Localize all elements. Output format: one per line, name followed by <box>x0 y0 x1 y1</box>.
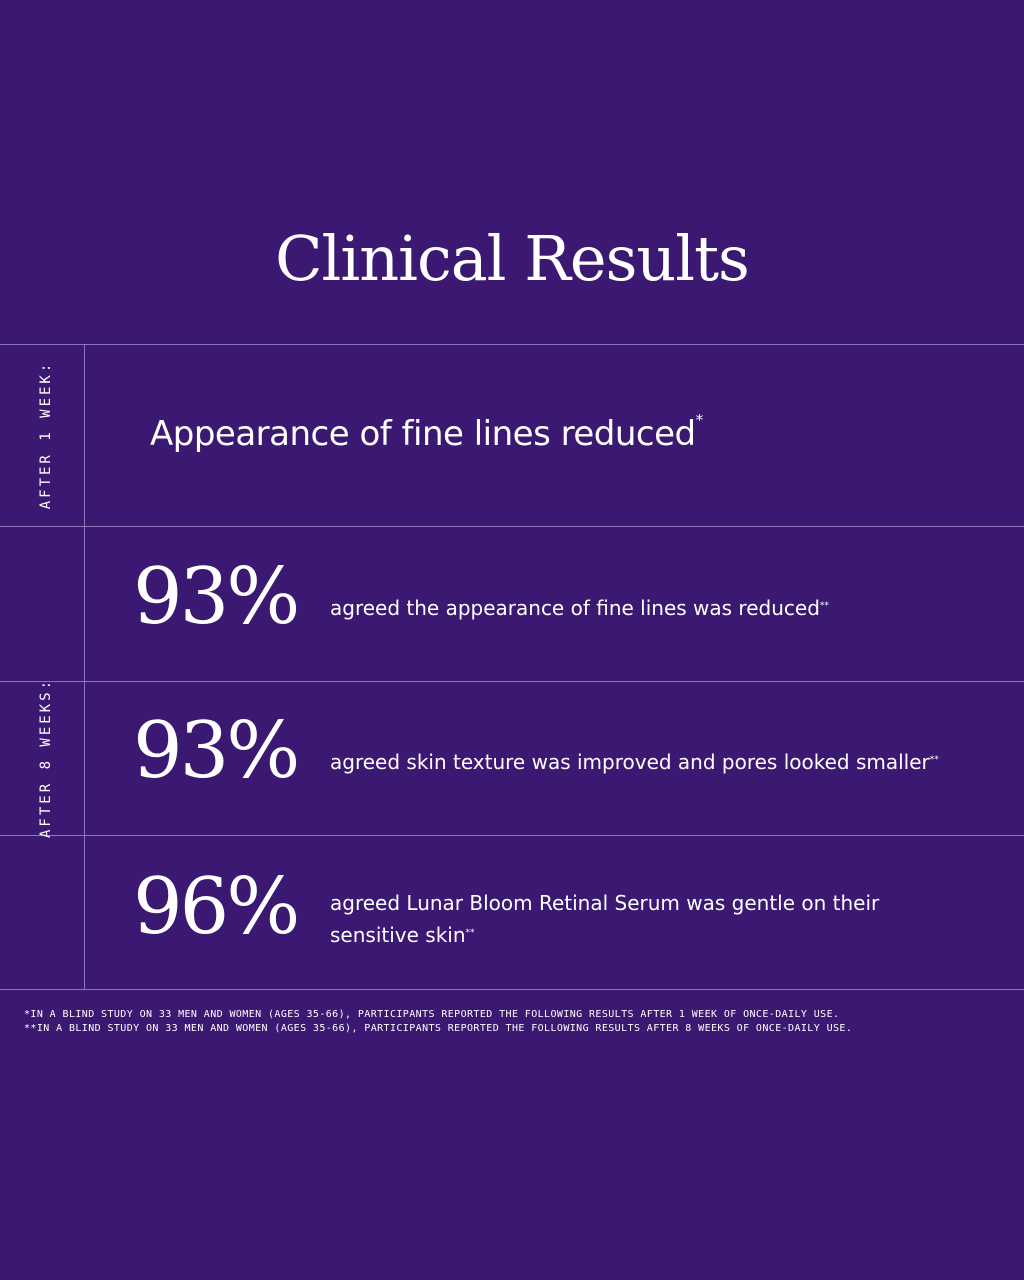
divider <box>0 526 1024 527</box>
section-label: AFTER 8 WEEKS: <box>38 677 54 839</box>
footnote: **IN A BLIND STUDY ON 33 MEN AND WOMEN (… <box>24 1023 853 1034</box>
result-text: agreed skin texture was improved and por… <box>330 746 950 778</box>
statement: Appearance of fine lines reduced* <box>150 410 704 454</box>
result-desc: agreed skin texture was improved and por… <box>330 750 930 774</box>
statement-text: Appearance of fine lines reduced <box>150 414 696 454</box>
percent: 93% <box>133 552 300 642</box>
result-text: agreed Lunar Bloom Retinal Serum was gen… <box>330 887 930 951</box>
note-mark: ** <box>465 928 475 939</box>
section-label: AFTER 1 WEEK: <box>38 360 54 510</box>
divider <box>84 344 85 989</box>
percent: 96% <box>133 862 300 952</box>
note-mark: ** <box>929 755 939 766</box>
result-desc: agreed the appearance of fine lines was … <box>330 596 820 620</box>
percent: 93% <box>133 706 300 796</box>
note-mark: ** <box>819 601 829 612</box>
divider <box>0 989 1024 990</box>
note-mark: * <box>695 410 704 429</box>
result-text: agreed the appearance of fine lines was … <box>330 592 950 624</box>
divider <box>0 681 1024 682</box>
divider <box>0 344 1024 345</box>
footnote: *IN A BLIND STUDY ON 33 MEN AND WOMEN (A… <box>24 1009 840 1020</box>
title: Clinical Results <box>275 222 750 295</box>
divider <box>0 835 1024 836</box>
result-desc: agreed Lunar Bloom Retinal Serum was gen… <box>330 891 880 947</box>
